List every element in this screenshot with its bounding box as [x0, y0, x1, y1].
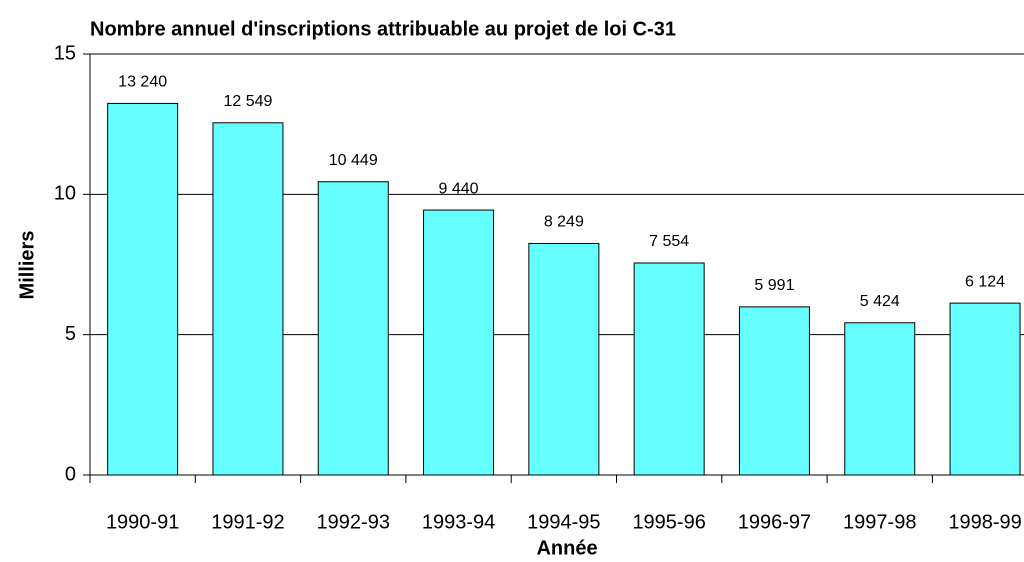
- y-tick-label: 5: [65, 323, 76, 345]
- bar: [423, 209, 495, 476]
- value-label: 5 424: [860, 293, 900, 310]
- value-label: 8 249: [544, 214, 584, 231]
- x-tick-label: 1996-97: [738, 511, 811, 533]
- value-label: 5 991: [754, 277, 794, 294]
- bar: [738, 306, 810, 476]
- value-label: 12 549: [223, 93, 272, 110]
- y-tick-label: 0: [65, 463, 76, 485]
- bar: [844, 322, 916, 476]
- value-label: 9 440: [439, 180, 479, 197]
- x-tick-label: 1990-91: [106, 511, 179, 533]
- x-tick-label: 1993-94: [422, 511, 495, 533]
- bar: [212, 122, 284, 476]
- chart-title: Nombre annuel d'inscriptions attribuable…: [90, 18, 676, 40]
- value-label: 10 449: [329, 152, 378, 169]
- bar: [949, 302, 1021, 476]
- value-label: 7 554: [649, 233, 689, 250]
- x-tick-label: 1991-92: [211, 511, 284, 533]
- value-label: 13 240: [118, 74, 167, 91]
- x-tick-label: 1997-98: [843, 511, 916, 533]
- bar: [528, 242, 600, 476]
- y-tick-label: 15: [54, 42, 76, 64]
- x-tick-label: 1992-93: [317, 511, 390, 533]
- bar: [317, 181, 389, 476]
- x-axis-title: Année: [536, 537, 597, 559]
- x-tick-label: 1995-96: [632, 511, 705, 533]
- y-tick-label: 10: [54, 183, 76, 205]
- x-tick-label: 1994-95: [527, 511, 600, 533]
- value-label: 6 124: [965, 273, 1005, 290]
- y-axis-title: Milliers: [16, 231, 38, 300]
- bar: [633, 262, 705, 476]
- bar: [107, 102, 179, 476]
- x-tick-label: 1998-99: [948, 511, 1021, 533]
